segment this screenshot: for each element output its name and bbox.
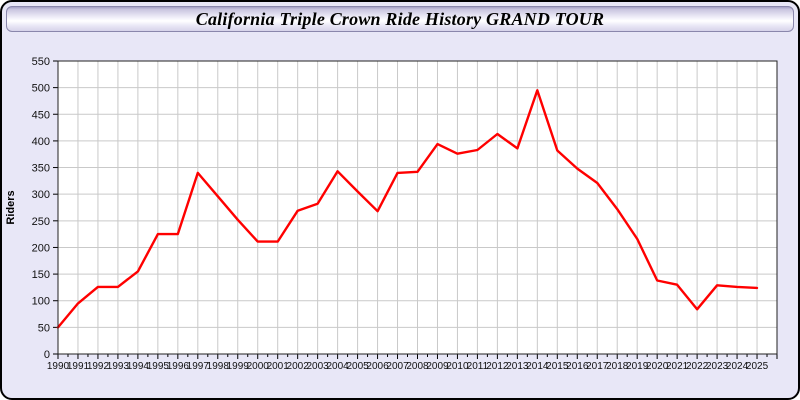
svg-text:1992: 1992 xyxy=(87,361,110,372)
svg-text:2013: 2013 xyxy=(506,361,529,372)
svg-text:2007: 2007 xyxy=(386,361,409,372)
gridlines xyxy=(58,61,777,354)
plot-frame xyxy=(57,60,778,355)
svg-text:1990: 1990 xyxy=(47,361,70,372)
svg-text:400: 400 xyxy=(32,136,50,148)
svg-text:2019: 2019 xyxy=(626,361,649,372)
svg-text:2020: 2020 xyxy=(646,361,669,372)
svg-text:2023: 2023 xyxy=(706,361,729,372)
svg-text:1998: 1998 xyxy=(207,361,230,372)
svg-text:100: 100 xyxy=(32,296,50,308)
svg-text:1995: 1995 xyxy=(147,361,170,372)
riders-series-line xyxy=(56,89,759,329)
y-axis-labels: 0 50 100 150 200 250 300 350 400 450 500 550 xyxy=(32,56,50,361)
svg-text:2024: 2024 xyxy=(726,361,749,372)
svg-text:2011: 2011 xyxy=(467,361,489,372)
svg-text:550: 550 xyxy=(32,56,50,68)
svg-text:2016: 2016 xyxy=(566,361,589,372)
svg-text:2002: 2002 xyxy=(287,361,310,372)
svg-text:450: 450 xyxy=(32,109,50,121)
svg-text:2014: 2014 xyxy=(526,361,549,372)
svg-text:2001: 2001 xyxy=(267,361,290,372)
y-axis-title: Riders xyxy=(5,190,17,224)
svg-text:50: 50 xyxy=(38,322,50,334)
svg-text:2004: 2004 xyxy=(326,361,349,372)
svg-text:2017: 2017 xyxy=(586,361,609,372)
svg-text:2010: 2010 xyxy=(446,361,469,372)
svg-text:2009: 2009 xyxy=(426,361,449,372)
page-title: California Triple Crown Ride History GRA… xyxy=(195,8,605,29)
svg-text:1996: 1996 xyxy=(167,361,190,372)
svg-text:1994: 1994 xyxy=(127,361,150,372)
svg-text:150: 150 xyxy=(32,269,50,281)
svg-text:2021: 2021 xyxy=(666,361,689,372)
x-axis-labels: 1990199119921993199419951996199719981999… xyxy=(47,361,769,372)
svg-text:300: 300 xyxy=(32,189,50,201)
svg-text:2015: 2015 xyxy=(546,361,569,372)
svg-text:250: 250 xyxy=(32,216,50,228)
svg-text:350: 350 xyxy=(32,163,50,175)
svg-text:200: 200 xyxy=(32,242,50,254)
svg-text:1999: 1999 xyxy=(227,361,250,372)
svg-text:2005: 2005 xyxy=(346,361,369,372)
svg-text:0: 0 xyxy=(44,349,50,361)
svg-text:2018: 2018 xyxy=(606,361,629,372)
svg-text:2003: 2003 xyxy=(307,361,330,372)
svg-text:1997: 1997 xyxy=(187,361,210,372)
svg-text:2022: 2022 xyxy=(686,361,709,372)
svg-text:1991: 1991 xyxy=(67,361,90,372)
svg-text:2008: 2008 xyxy=(406,361,429,372)
svg-text:2012: 2012 xyxy=(486,361,509,372)
svg-text:1993: 1993 xyxy=(107,361,130,372)
svg-text:2006: 2006 xyxy=(366,361,389,372)
svg-text:500: 500 xyxy=(32,83,50,95)
title-bar: California Triple Crown Ride History GRA… xyxy=(6,6,794,32)
svg-text:2025: 2025 xyxy=(746,361,769,372)
svg-text:2000: 2000 xyxy=(247,361,270,372)
